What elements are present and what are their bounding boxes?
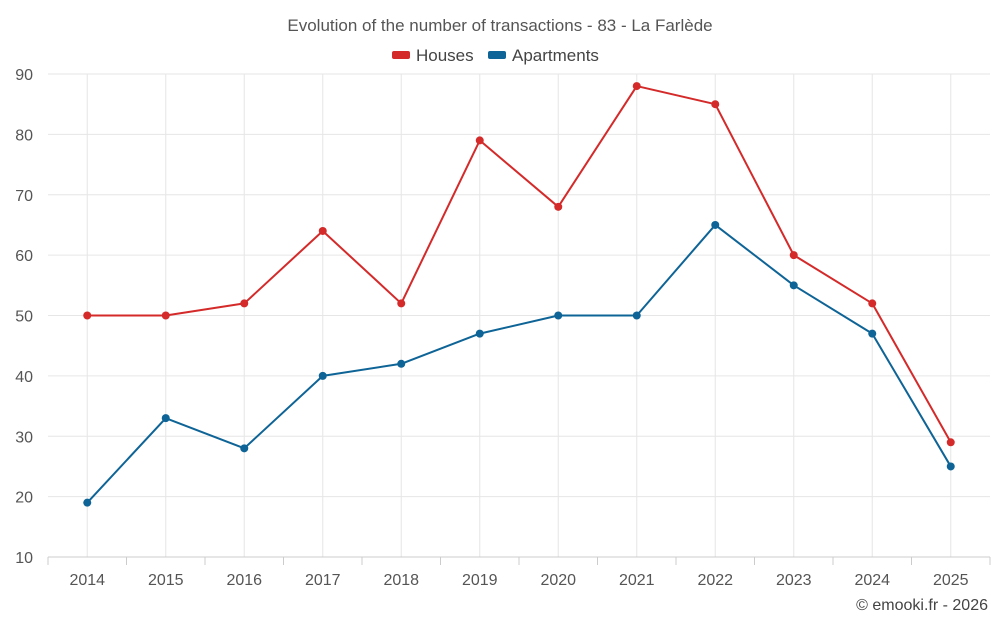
data-point-apartments[interactable] [946, 462, 955, 471]
x-tick-label: 2025 [933, 572, 969, 589]
credit-text: © emooki.fr - 2026 [856, 597, 988, 614]
data-point-apartments[interactable] [397, 359, 406, 368]
data-point-apartments[interactable] [240, 444, 249, 453]
data-point-houses[interactable] [475, 136, 484, 145]
data-point-houses[interactable] [868, 299, 877, 308]
x-tick-label: 2016 [226, 572, 262, 589]
data-point-apartments[interactable] [318, 371, 327, 380]
data-point-apartments[interactable] [83, 498, 92, 507]
x-tick-label: 2017 [305, 572, 341, 589]
data-point-houses[interactable] [946, 438, 955, 447]
data-point-apartments[interactable] [554, 311, 563, 320]
data-point-houses[interactable] [161, 311, 170, 320]
legend-swatch-apartments [488, 51, 506, 59]
data-point-apartments[interactable] [161, 414, 170, 423]
data-point-apartments[interactable] [711, 220, 720, 229]
series-line-houses [87, 85, 952, 443]
data-point-houses[interactable] [240, 299, 249, 308]
x-tick-label: 2014 [69, 572, 105, 589]
data-point-houses[interactable] [397, 299, 406, 308]
x-axis: 2014 2015 2016 2017 2018 2019 2020 2021 2022 2023… [47, 556, 991, 589]
y-tick-label: 60 [15, 248, 33, 265]
series-apartments [83, 220, 955, 507]
data-point-houses[interactable] [554, 202, 563, 211]
series-group [83, 82, 955, 507]
x-tick-label: 2015 [148, 572, 184, 589]
x-tick-label: 2020 [540, 572, 576, 589]
x-tick-label: 2024 [854, 572, 890, 589]
y-tick-label: 90 [15, 67, 33, 84]
y-tick-label: 40 [15, 369, 33, 386]
x-tick-label: 2021 [619, 572, 655, 589]
y-tick-label: 70 [15, 188, 33, 205]
series-houses [83, 82, 955, 447]
data-point-apartments[interactable] [632, 311, 641, 320]
grid [48, 73, 990, 558]
y-tick-label: 30 [15, 429, 33, 446]
legend-label-houses[interactable]: Houses [416, 46, 474, 65]
data-point-apartments[interactable] [475, 329, 484, 338]
x-tick-label: 2022 [697, 572, 733, 589]
y-tick-label: 50 [15, 309, 33, 326]
data-point-houses[interactable] [318, 226, 327, 235]
series-line-apartments [86, 223, 952, 504]
x-tick-label: 2023 [776, 572, 812, 589]
y-tick-label: 10 [15, 550, 33, 567]
data-point-houses[interactable] [789, 251, 798, 260]
legend-swatch-houses [392, 51, 410, 59]
data-point-apartments[interactable] [868, 329, 877, 338]
data-point-houses[interactable] [711, 100, 720, 109]
data-point-houses[interactable] [632, 82, 641, 91]
y-tick-label: 20 [15, 490, 33, 507]
chart-title: Evolution of the number of transactions … [287, 16, 712, 35]
data-point-apartments[interactable] [789, 281, 798, 290]
legend: Houses Apartments [392, 46, 599, 65]
data-point-houses[interactable] [83, 311, 92, 320]
x-tick-label: 2018 [383, 572, 419, 589]
x-tick-label: 2019 [462, 572, 498, 589]
y-tick-label: 80 [15, 127, 33, 144]
y-axis: 10 20 30 40 50 60 70 80 90 [15, 67, 33, 567]
legend-label-apartments[interactable]: Apartments [512, 46, 599, 65]
